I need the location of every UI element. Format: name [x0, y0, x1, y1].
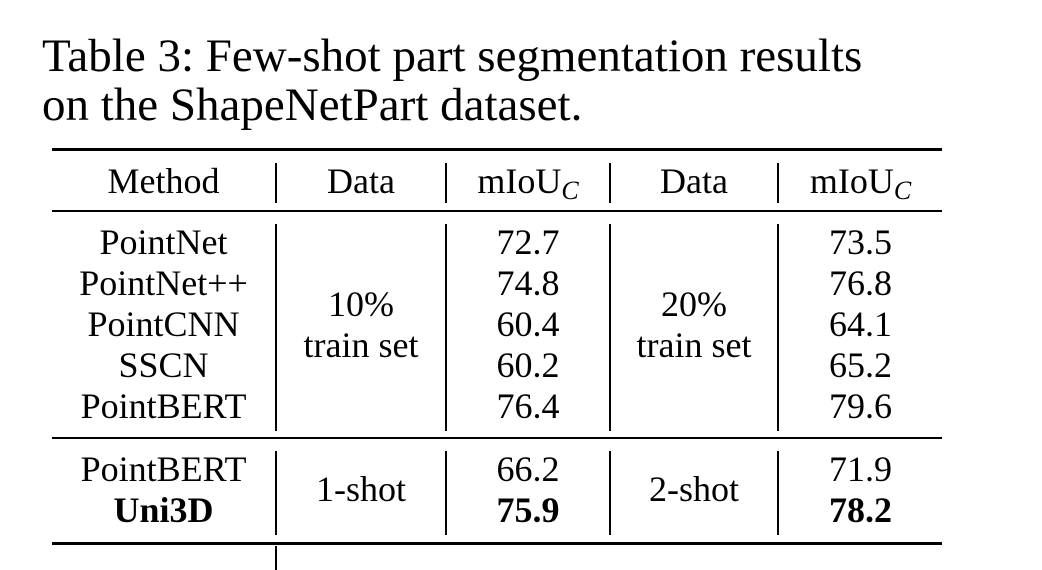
data-cell: train set: [636, 325, 752, 365]
score-cell: 65.2: [829, 345, 892, 385]
header-divider-1: [275, 163, 277, 203]
group2-divider-1: [275, 451, 277, 535]
score-cell: 66.2: [496, 449, 560, 489]
caption-line-1: Table 3: Few-shot part segmentation resu…: [42, 30, 863, 82]
header-data-1: Data: [327, 161, 395, 201]
header-metric-2: mIoUC: [779, 161, 942, 211]
data-cell: 10%: [328, 284, 394, 324]
score-cell-best: 78.2: [829, 490, 892, 530]
header-metric-1: mIoUC: [447, 161, 609, 211]
header-data-2: Data: [660, 161, 728, 201]
group1-divider-3: [609, 224, 611, 431]
score-cell: 74.8: [496, 263, 560, 303]
header-metric-1-main: mIoU: [477, 161, 562, 201]
data-cell: 2-shot: [649, 469, 739, 509]
data-cell: 20%: [661, 284, 727, 324]
method-cell: PointNet: [99, 222, 228, 262]
group2-divider-2: [445, 451, 447, 535]
data-cell: 1-shot: [316, 469, 406, 509]
header-rule: [52, 210, 942, 212]
group1-divider-4: [777, 224, 779, 431]
score-cell-best: 75.9: [496, 490, 560, 530]
caption-line-2: on the ShapeNetPart dataset.: [42, 79, 583, 131]
header-metric-2-main: mIoU: [809, 161, 894, 201]
score-cell: 73.5: [829, 222, 892, 262]
header-metric-1-sub: C: [561, 176, 579, 205]
data-cell: train set: [303, 325, 419, 365]
score-cell: 79.6: [829, 386, 892, 426]
score-cell: 71.9: [829, 449, 892, 489]
group2-divider-3: [609, 451, 611, 535]
header-divider-3: [609, 163, 611, 203]
score-cell: 64.1: [829, 304, 892, 344]
method-cell: PointCNN: [87, 304, 240, 344]
method-cell: SSCN: [118, 345, 209, 385]
group-rule: [52, 437, 942, 439]
caption-text: Table 3: Few-shot part segmentation resu…: [42, 32, 862, 130]
score-cell: 60.2: [496, 345, 560, 385]
method-cell: PointBERT: [80, 386, 247, 426]
method-cell: PointNet++: [79, 263, 248, 303]
score-cell: 76.8: [829, 263, 892, 303]
header-divider-2: [445, 163, 447, 203]
score-cell: 76.4: [496, 386, 560, 426]
method-cell: PointBERT: [80, 449, 247, 489]
header-divider-4: [777, 163, 779, 203]
header-method: Method: [107, 161, 220, 201]
group1-divider-2: [445, 224, 447, 431]
method-cell-highlight: Uni3D: [113, 490, 214, 530]
score-cell: 60.4: [496, 304, 560, 344]
trailing-divider-stub: [275, 546, 277, 570]
bottom-rule: [52, 542, 942, 545]
group2-divider-4: [777, 451, 779, 535]
top-rule: [52, 148, 942, 151]
header-metric-2-sub: C: [893, 176, 912, 205]
group1-divider-1: [275, 224, 277, 431]
score-cell: 72.7: [496, 222, 560, 262]
